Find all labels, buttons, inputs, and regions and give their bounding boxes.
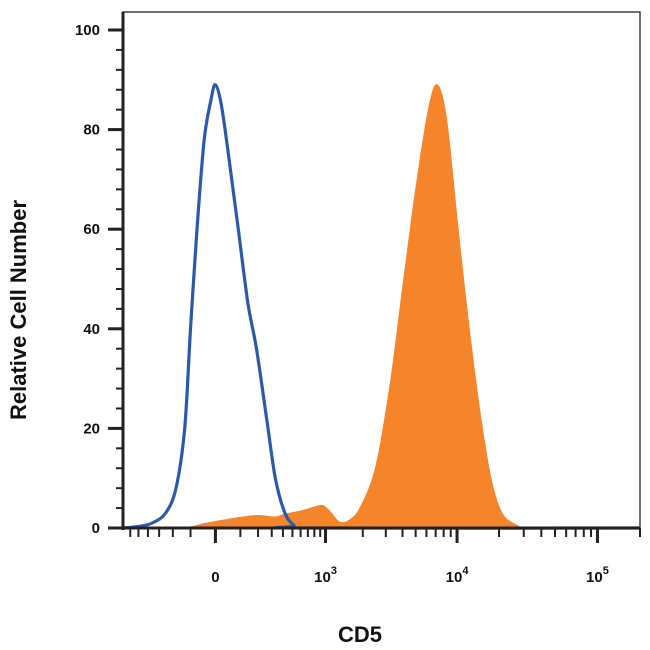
x-tick-label: 0 <box>211 569 219 586</box>
y-axis-title: Relative Cell Number <box>6 200 31 421</box>
series-layer <box>122 83 641 530</box>
x-axis-title: CD5 <box>338 622 382 647</box>
x-tick-label: 104 <box>446 565 470 586</box>
y-tick-label: 0 <box>92 520 100 537</box>
y-tick-label: 80 <box>83 122 100 139</box>
x-tick-label: 103 <box>314 565 337 586</box>
y-tick-label: 60 <box>83 221 100 238</box>
x-tick-label: 105 <box>586 565 609 586</box>
y-tick-label: 40 <box>83 321 100 338</box>
y-tick-label: 100 <box>75 22 100 39</box>
series-filled-area <box>122 84 641 529</box>
y-tick-label: 20 <box>83 420 100 437</box>
ticks-layer: 0 20 40 60 80 100 0 103 104 105 <box>75 22 641 586</box>
series-outline-line <box>122 83 641 530</box>
